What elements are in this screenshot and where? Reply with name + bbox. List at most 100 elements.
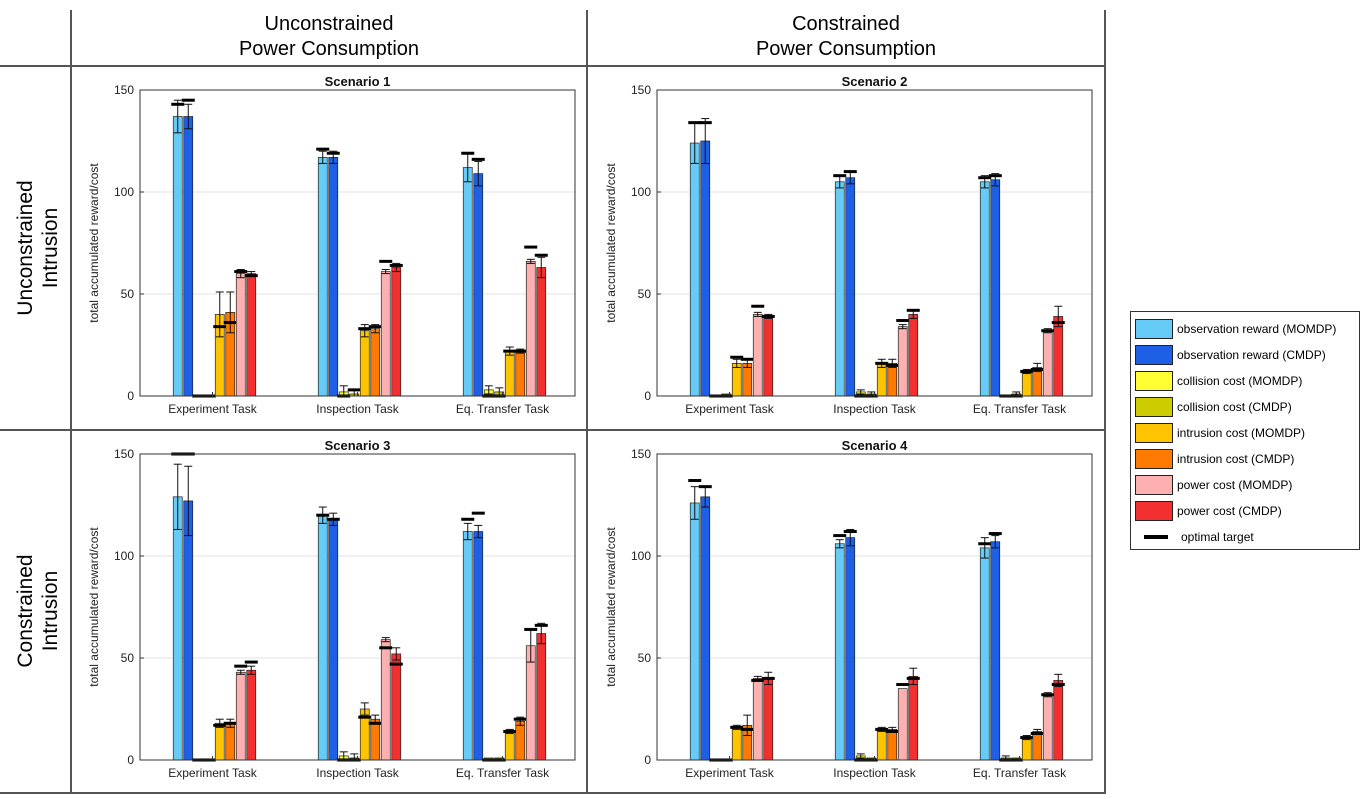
bar bbox=[504, 350, 515, 397]
x-tick-label: Eq. Transfer Task bbox=[456, 402, 550, 416]
y-tick-label: 100 bbox=[631, 549, 651, 563]
rule-vertical-left bbox=[70, 10, 72, 793]
bar bbox=[214, 722, 225, 761]
bar bbox=[752, 314, 763, 397]
bar bbox=[1032, 731, 1043, 761]
chart-title: Scenario 2 bbox=[842, 74, 908, 89]
bar bbox=[183, 116, 194, 397]
legend-swatch bbox=[1135, 501, 1173, 521]
bar bbox=[689, 142, 700, 397]
bar bbox=[328, 518, 339, 761]
bar bbox=[391, 267, 402, 397]
x-tick-label: Eq. Transfer Task bbox=[973, 402, 1067, 416]
bar bbox=[908, 676, 919, 761]
y-tick-label: 100 bbox=[631, 185, 651, 199]
y-tick-label: 150 bbox=[114, 83, 134, 97]
bar bbox=[845, 177, 856, 397]
y-tick-label: 150 bbox=[114, 447, 134, 461]
bar bbox=[700, 496, 711, 761]
bar bbox=[1053, 680, 1064, 761]
y-tick-label: 0 bbox=[127, 753, 134, 767]
y-tick-label: 0 bbox=[644, 389, 651, 403]
legend-item: observation reward (CMDP) bbox=[1135, 344, 1326, 366]
chart-title: Scenario 4 bbox=[842, 438, 909, 453]
bar bbox=[1042, 330, 1053, 397]
plot-frame bbox=[139, 89, 576, 397]
chart-scenario-4: 0 50 100 150 Experiment Task Inspection Task E… bbox=[604, 438, 1093, 780]
y-tick-label: 100 bbox=[114, 185, 134, 199]
bar bbox=[317, 156, 328, 397]
y-tick-label: 150 bbox=[631, 83, 651, 97]
bar bbox=[897, 688, 908, 761]
x-tick-label: Eq. Transfer Task bbox=[973, 766, 1067, 780]
bar bbox=[370, 718, 381, 761]
legend-swatch bbox=[1135, 423, 1173, 443]
legend-item: collision cost (CMDP) bbox=[1135, 396, 1292, 418]
bar bbox=[979, 181, 990, 397]
y-axis-label: total accumulated reward/cost bbox=[87, 527, 101, 687]
legend-item: power cost (CMDP) bbox=[1135, 500, 1282, 522]
plot-area bbox=[657, 454, 1092, 760]
x-tick-label: Inspection Task bbox=[833, 766, 916, 780]
bar bbox=[246, 273, 257, 397]
plot-frame bbox=[139, 453, 576, 761]
y-tick-label: 0 bbox=[127, 389, 134, 403]
bar bbox=[172, 496, 183, 761]
bar bbox=[235, 273, 246, 397]
bar bbox=[979, 547, 990, 761]
bar bbox=[731, 363, 742, 397]
legend-item: observation reward (MOMDP) bbox=[1135, 318, 1336, 340]
rule-horizontal-top bbox=[0, 65, 1106, 67]
row-header-constrained-intrusion: Constrained Intrusion bbox=[14, 554, 62, 668]
bar bbox=[515, 720, 526, 761]
bar bbox=[700, 140, 711, 397]
x-tick-label: Inspection Task bbox=[833, 402, 916, 416]
x-tick-label: Experiment Task bbox=[168, 766, 257, 780]
bar bbox=[370, 328, 381, 397]
legend-swatch bbox=[1135, 397, 1173, 417]
bar bbox=[504, 731, 515, 761]
column-header-constrained-power: Constrained Power Consumption bbox=[755, 13, 937, 60]
y-tick-label: 0 bbox=[644, 753, 651, 767]
bar bbox=[897, 326, 908, 397]
bar bbox=[990, 541, 1001, 761]
bar bbox=[763, 316, 774, 397]
bar bbox=[317, 514, 328, 761]
bar bbox=[328, 156, 339, 397]
legend-label: intrusion cost (CMDP) bbox=[1177, 452, 1295, 466]
bar bbox=[834, 181, 845, 397]
legend-label: collision cost (MOMDP) bbox=[1177, 374, 1303, 388]
plot-area bbox=[140, 90, 575, 396]
bar bbox=[359, 330, 370, 397]
bar bbox=[834, 543, 845, 761]
chart-scenario-1: 0 50 100 150 Experiment Task Inspection Task E… bbox=[87, 74, 576, 416]
legend-label: collision cost (CMDP) bbox=[1177, 400, 1292, 414]
legend-item: collision cost (MOMDP) bbox=[1135, 370, 1302, 392]
legend-item: intrusion cost (CMDP) bbox=[1135, 448, 1294, 470]
rule-vertical-mid bbox=[586, 10, 588, 793]
bar bbox=[876, 729, 887, 761]
y-tick-label: 100 bbox=[114, 549, 134, 563]
y-tick-label: 50 bbox=[121, 651, 135, 665]
bar bbox=[183, 500, 194, 761]
legend-item: power cost (MOMDP) bbox=[1135, 474, 1292, 496]
legend-swatch bbox=[1135, 371, 1173, 391]
bar bbox=[763, 678, 774, 761]
legend-label: intrusion cost (MOMDP) bbox=[1177, 426, 1306, 440]
bar bbox=[473, 531, 484, 761]
rule-horizontal-bottom bbox=[0, 792, 1106, 794]
bar bbox=[887, 729, 898, 761]
column-header-unconstrained-power: Unconstrained Power Consumption bbox=[238, 13, 420, 60]
legend-swatch bbox=[1135, 319, 1173, 339]
chart-scenario-3: 0 50 100 150 Experiment Task Inspection Task E… bbox=[87, 438, 576, 780]
bar bbox=[473, 173, 484, 397]
x-tick-label: Inspection Task bbox=[316, 766, 399, 780]
chart-title: Scenario 3 bbox=[325, 438, 391, 453]
legend-label: observation reward (MOMDP) bbox=[1177, 322, 1337, 336]
x-tick-label: Eq. Transfer Task bbox=[456, 766, 550, 780]
bar bbox=[1042, 694, 1053, 761]
y-axis-label: total accumulated reward/cost bbox=[87, 163, 101, 323]
chart-scenario-2: 0 50 100 150 Experiment Task Inspection Task E… bbox=[604, 74, 1093, 416]
y-axis-label: total accumulated reward/cost bbox=[604, 163, 618, 323]
